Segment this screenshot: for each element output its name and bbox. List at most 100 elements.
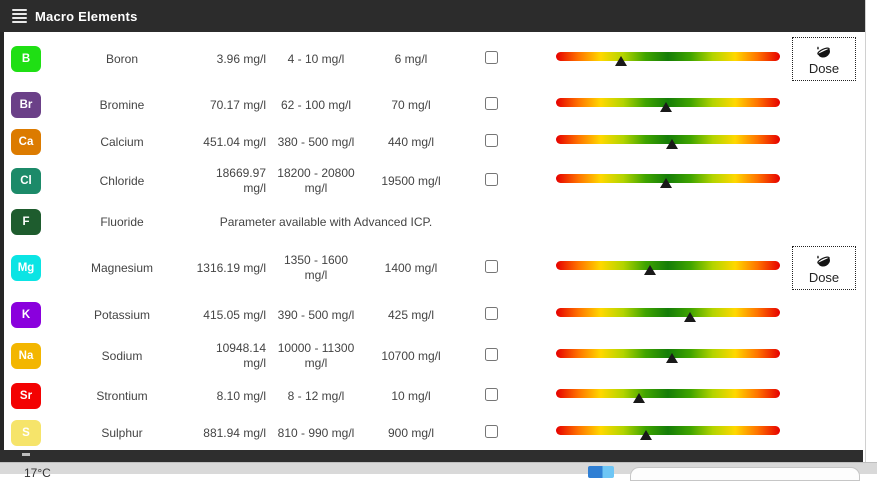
element-value: 415.05 mg/l: [203, 307, 266, 322]
element-name: Boron: [105, 51, 139, 66]
level-marker-icon: [639, 430, 652, 440]
level-marker-icon: [659, 102, 672, 112]
element-value: 10948.14 mg/l: [215, 341, 266, 370]
level-marker-icon: [644, 265, 657, 275]
element-row: F Fluoride Parameter available with Adva…: [4, 202, 865, 242]
panel-header[interactable]: Macro Elements: [0, 0, 865, 32]
element-name: Fluoride: [100, 214, 144, 229]
element-target: 900 mg/l: [387, 425, 435, 440]
taskbar-search-input[interactable]: [630, 467, 860, 481]
dose-button-label: Dose: [808, 60, 840, 76]
level-marker-icon: [632, 393, 645, 403]
element-row: Na Sodium 10948.14 mg/l 10000 - 11300 mg…: [4, 336, 865, 376]
panel-title: Macro Elements: [35, 8, 138, 24]
element-target: 425 mg/l: [387, 307, 435, 322]
level-gradient-bar: [556, 426, 780, 440]
element-badge: Mg: [11, 255, 41, 281]
next-section-menu-icon: [22, 453, 30, 456]
element-range: 4 - 10 mg/l: [287, 51, 345, 66]
element-checkbox[interactable]: [484, 133, 498, 147]
icp-message: Parameter available with Advanced ICP.: [219, 215, 433, 229]
element-row: Ca Calcium 451.04 mg/l 380 - 500 mg/l 44…: [4, 124, 865, 160]
menu-icon[interactable]: [12, 9, 27, 23]
element-name: Potassium: [93, 307, 151, 322]
level-marker-icon: [659, 178, 672, 188]
level-gradient-bar: [556, 98, 780, 112]
element-row: Br Bromine 70.17 mg/l 62 - 100 mg/l 70 m…: [4, 86, 865, 124]
level-marker-icon: [666, 353, 679, 363]
element-target: 6 mg/l: [394, 51, 428, 66]
element-row: Cl Chloride 18669.97 mg/l 18200 - 20800 …: [4, 160, 865, 202]
taskbar: 17°C: [0, 462, 877, 481]
element-badge: Ca: [11, 129, 41, 155]
element-target: 440 mg/l: [387, 134, 435, 149]
element-value: 451.04 mg/l: [203, 134, 266, 149]
element-checkbox[interactable]: [484, 424, 498, 438]
element-row: B Boron 3.96 mg/l 4 - 10 mg/l 6 mg/l Dos…: [4, 32, 865, 86]
element-checkbox[interactable]: [484, 347, 498, 361]
macro-elements-panel: Macro Elements B Boron 3.96 mg/l 4 - 10 …: [0, 0, 866, 462]
element-target: 1400 mg/l: [384, 260, 438, 275]
elements-table: B Boron 3.96 mg/l 4 - 10 mg/l 6 mg/l Dos…: [0, 32, 865, 450]
element-badge: S: [11, 420, 41, 446]
level-gradient-bar: [556, 389, 780, 403]
element-name: Magnesium: [90, 260, 154, 275]
element-badge: F: [11, 209, 41, 235]
element-row: K Potassium 415.05 mg/l 390 - 500 mg/l 4…: [4, 294, 865, 336]
level-gradient-bar: [556, 52, 780, 66]
element-range: 1350 - 1600 mg/l: [283, 253, 349, 282]
element-target: 10700 mg/l: [381, 348, 441, 363]
element-name: Strontium: [96, 388, 148, 403]
element-range: 380 - 500 mg/l: [277, 134, 355, 149]
element-badge: Br: [11, 92, 41, 118]
element-range: 62 - 100 mg/l: [280, 97, 352, 112]
element-target: 10 mg/l: [391, 388, 431, 403]
element-value: 1316.19 mg/l: [196, 260, 266, 275]
dose-button-label: Dose: [808, 269, 840, 285]
weather-temperature[interactable]: 17°C: [24, 466, 51, 480]
level-gradient-bar: [556, 135, 780, 149]
dose-pour-icon: [816, 254, 830, 266]
element-badge: Cl: [11, 168, 41, 194]
dose-pour-icon: [816, 45, 830, 57]
element-target: 19500 mg/l: [381, 173, 441, 188]
element-row: Mg Magnesium 1316.19 mg/l 1350 - 1600 mg…: [4, 242, 865, 294]
level-gradient-bar: [556, 308, 780, 322]
element-range: 18200 - 20800 mg/l: [277, 166, 355, 195]
level-gradient-bar: [556, 174, 780, 188]
element-range: 8 - 12 mg/l: [287, 388, 345, 403]
element-value: 70.17 mg/l: [209, 97, 266, 112]
element-checkbox[interactable]: [484, 96, 498, 110]
element-checkbox[interactable]: [484, 259, 498, 273]
dose-button[interactable]: Dose: [792, 37, 856, 81]
element-name: Bromine: [99, 97, 145, 112]
element-row: S Sulphur 881.94 mg/l 810 - 990 mg/l 900…: [4, 416, 865, 450]
level-gradient-bar: [556, 261, 780, 275]
element-name: Sodium: [101, 348, 143, 363]
element-range: 10000 - 11300 mg/l: [277, 341, 355, 370]
element-range: 390 - 500 mg/l: [277, 307, 355, 322]
level-marker-icon: [614, 56, 627, 66]
element-value: 8.10 mg/l: [216, 388, 266, 403]
element-badge: B: [11, 46, 41, 72]
next-section-header[interactable]: [0, 450, 863, 462]
level-gradient-bar: [556, 349, 780, 363]
dose-button[interactable]: Dose: [792, 246, 856, 290]
element-checkbox[interactable]: [484, 387, 498, 401]
element-checkbox[interactable]: [484, 50, 498, 64]
element-name: Calcium: [100, 134, 144, 149]
element-checkbox[interactable]: [484, 306, 498, 320]
taskbar-app-icon[interactable]: [588, 466, 614, 478]
element-range: 810 - 990 mg/l: [277, 425, 355, 440]
element-badge: Sr: [11, 383, 41, 409]
element-value: 881.94 mg/l: [203, 425, 266, 440]
element-name: Sulphur: [101, 425, 143, 440]
element-checkbox[interactable]: [484, 172, 498, 186]
level-marker-icon: [684, 312, 697, 322]
element-badge: Na: [11, 343, 41, 369]
element-value: 18669.97 mg/l: [215, 166, 266, 195]
element-name: Chloride: [99, 173, 145, 188]
element-row: Sr Strontium 8.10 mg/l 8 - 12 mg/l 10 mg…: [4, 376, 865, 416]
level-marker-icon: [666, 139, 679, 149]
element-badge: K: [11, 302, 41, 328]
